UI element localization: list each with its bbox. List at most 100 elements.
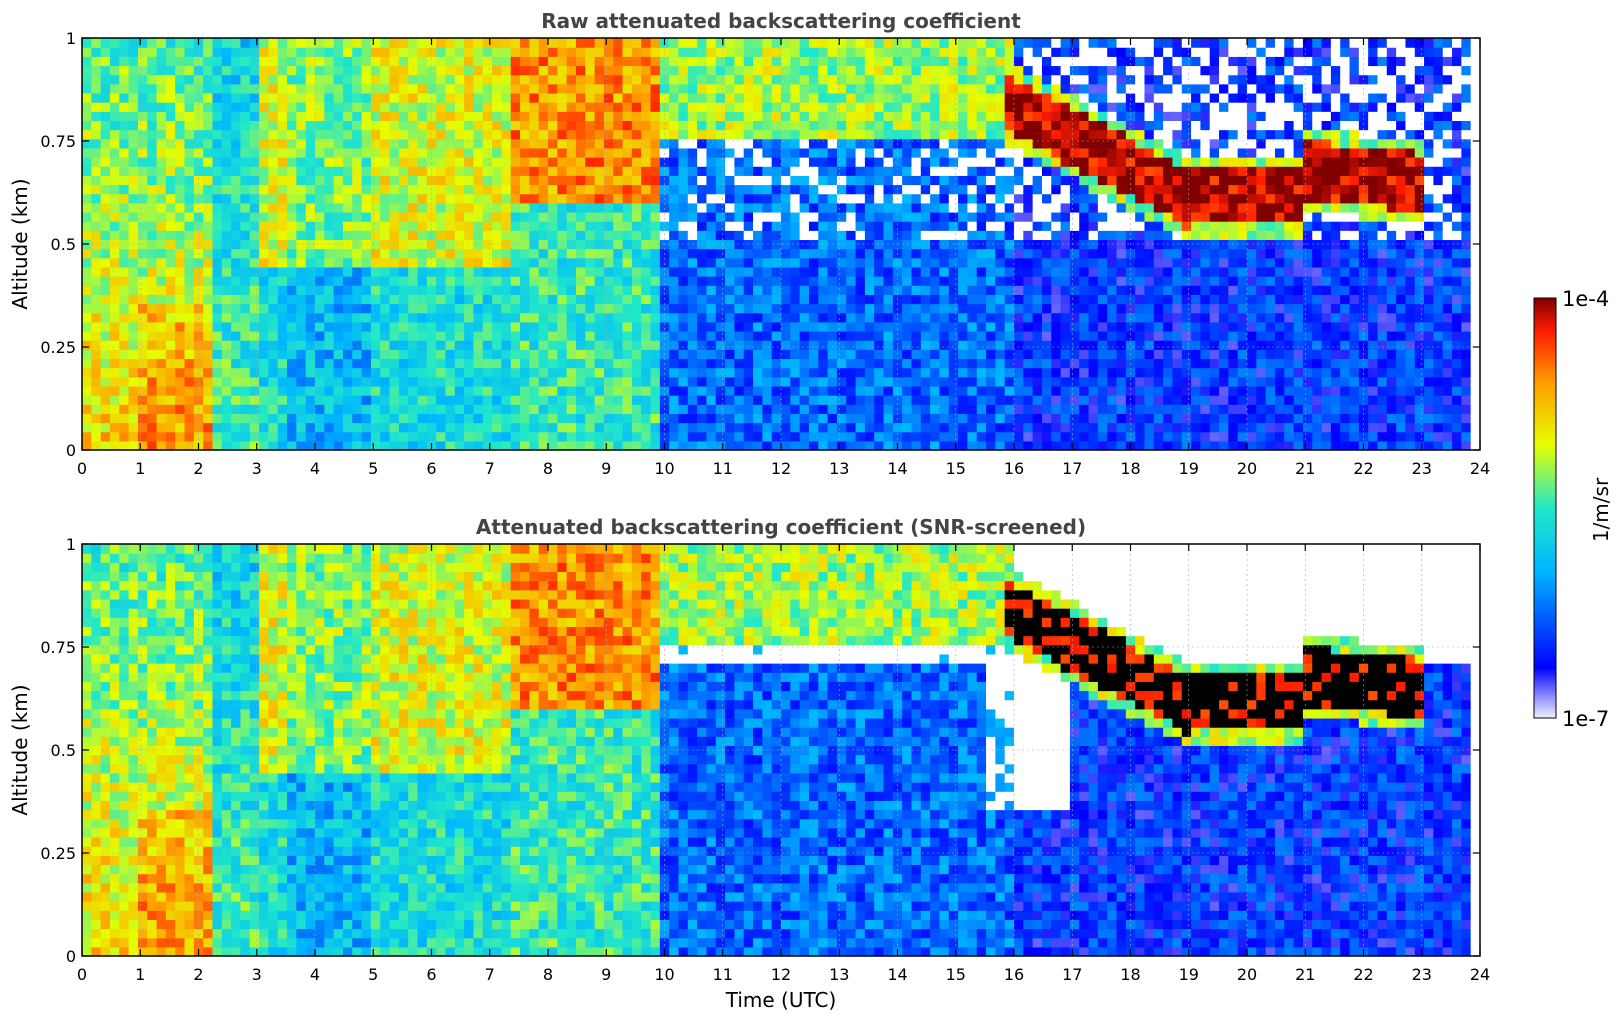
heatmap-cell <box>91 129 102 140</box>
heatmap-cell <box>1051 422 1062 433</box>
heatmap-cell <box>361 239 372 250</box>
heatmap-cell <box>305 184 316 195</box>
heatmap-cell <box>352 83 363 94</box>
heatmap-cell <box>473 321 484 332</box>
heatmap-cell <box>520 157 530 167</box>
heatmap-cell <box>976 221 987 231</box>
heatmap-cell <box>836 266 847 277</box>
heatmap-cell <box>781 340 791 350</box>
heatmap-cell <box>82 294 92 305</box>
heatmap-cell <box>249 395 260 405</box>
heatmap-cell <box>781 74 791 85</box>
heatmap-cell <box>305 395 316 405</box>
heatmap-cell <box>361 431 372 442</box>
heatmap-cell <box>137 83 148 94</box>
heatmap-cell <box>762 349 773 360</box>
heatmap-cell <box>380 56 391 67</box>
heatmap-cell <box>855 367 866 378</box>
heatmap-cell <box>697 92 708 103</box>
heatmap-cell <box>1079 111 1090 121</box>
heatmap-cell <box>631 266 642 277</box>
heatmap-cell <box>520 257 530 268</box>
heatmap-cell <box>855 358 866 369</box>
heatmap-cell <box>743 102 754 112</box>
heatmap-cell <box>1023 294 1034 305</box>
heatmap-cell <box>501 413 512 424</box>
heatmap-cell <box>836 102 847 112</box>
heatmap-cell <box>203 257 214 268</box>
heatmap-cell <box>342 193 353 204</box>
heatmap-cell <box>1014 147 1024 158</box>
heatmap-cell <box>389 367 400 378</box>
heatmap-cell <box>920 111 931 121</box>
heatmap-cell <box>100 303 111 314</box>
heatmap-cell <box>575 202 586 213</box>
heatmap-cell <box>995 120 1006 131</box>
heatmap-cell <box>352 184 363 195</box>
heatmap-cell <box>287 157 297 167</box>
heatmap-cell <box>398 294 409 305</box>
heatmap-cell <box>501 230 512 241</box>
heatmap-cell <box>277 157 288 167</box>
heatmap-cell <box>669 367 680 378</box>
heatmap-cell <box>398 257 409 268</box>
heatmap-cell <box>734 385 745 396</box>
heatmap-cell <box>1088 184 1099 195</box>
heatmap-cell <box>911 395 922 405</box>
heatmap-cell <box>818 367 829 378</box>
heatmap-cell <box>603 285 614 295</box>
heatmap-cell <box>734 422 745 433</box>
heatmap-cell <box>678 129 689 140</box>
heatmap-cell <box>1023 193 1034 204</box>
heatmap-cell <box>165 376 176 387</box>
heatmap-cell <box>529 349 540 360</box>
heatmap-cell <box>324 38 335 48</box>
heatmap-cell <box>790 294 801 305</box>
heatmap-cell <box>967 56 978 67</box>
heatmap-cell <box>259 120 269 131</box>
heatmap-cell <box>277 184 288 195</box>
heatmap-cell <box>855 404 866 414</box>
heatmap-cell <box>771 440 782 450</box>
heatmap-cell <box>669 74 680 85</box>
heatmap-cell <box>100 184 111 195</box>
heatmap-cell <box>1060 56 1071 67</box>
heatmap-cell <box>109 285 120 295</box>
heatmap-cell <box>137 312 148 323</box>
heatmap-cell <box>538 303 549 314</box>
heatmap-cell <box>175 38 186 48</box>
heatmap-cell <box>137 92 148 103</box>
heatmap-cell <box>212 285 223 295</box>
heatmap-cell <box>119 38 130 48</box>
heatmap-cell <box>650 340 661 350</box>
heatmap-cell <box>454 303 465 314</box>
heatmap-cell <box>501 340 512 350</box>
heatmap-cell <box>221 303 232 314</box>
heatmap-cell <box>976 47 987 57</box>
heatmap-cell <box>827 193 838 204</box>
heatmap-cell <box>492 56 502 67</box>
heatmap-cell <box>706 303 717 314</box>
heatmap-cell <box>212 56 223 67</box>
heatmap-cell <box>128 330 139 341</box>
heatmap-cell <box>380 385 391 396</box>
heatmap-cell <box>156 413 167 424</box>
heatmap-cell <box>566 102 577 112</box>
heatmap-cell <box>613 129 624 140</box>
heatmap-cell <box>575 285 586 295</box>
heatmap-cell <box>510 230 521 241</box>
heatmap-cell <box>911 83 922 94</box>
heatmap-cell <box>175 312 186 323</box>
heatmap-cell <box>119 92 130 103</box>
heatmap-cell <box>147 404 158 414</box>
heatmap-cell <box>976 138 987 149</box>
heatmap-cell <box>510 193 521 204</box>
heatmap-cell <box>1014 230 1024 241</box>
heatmap-cell <box>613 193 624 204</box>
heatmap-cell <box>575 230 586 241</box>
heatmap-cell <box>492 221 502 231</box>
heatmap-cell <box>892 404 903 414</box>
heatmap-cell <box>510 303 521 314</box>
heatmap-cell <box>725 138 735 149</box>
heatmap-cell <box>864 239 875 250</box>
